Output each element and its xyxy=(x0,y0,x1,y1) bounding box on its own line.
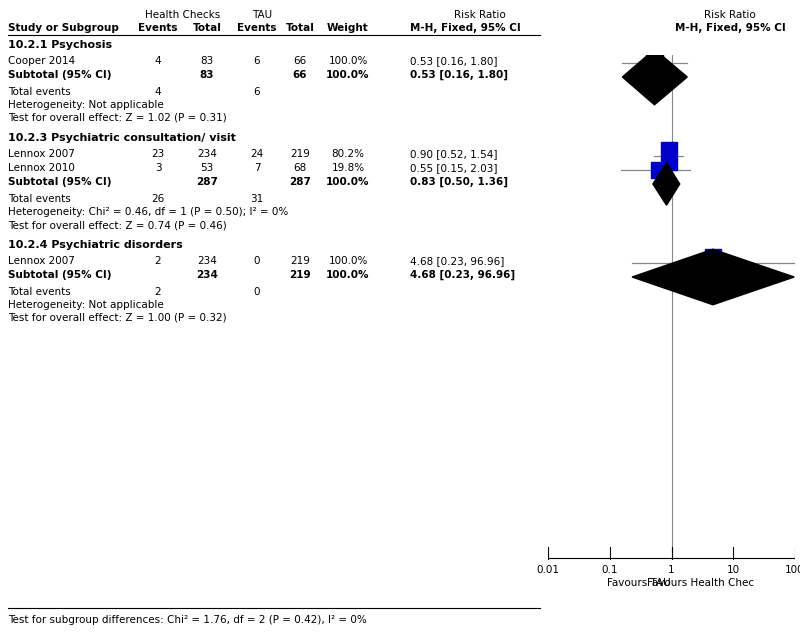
Text: 2: 2 xyxy=(154,256,162,266)
Text: 10.2.3 Psychiatric consultation/ visit: 10.2.3 Psychiatric consultation/ visit xyxy=(8,133,236,143)
Text: Favours TAU: Favours TAU xyxy=(607,578,671,588)
Text: 24: 24 xyxy=(250,149,264,159)
Text: 4.68 [0.23, 96.96]: 4.68 [0.23, 96.96] xyxy=(410,256,504,266)
Text: 0.01: 0.01 xyxy=(537,565,559,575)
Text: Cooper 2014: Cooper 2014 xyxy=(8,56,75,66)
Text: 0.53 [0.16, 1.80]: 0.53 [0.16, 1.80] xyxy=(410,70,508,81)
Polygon shape xyxy=(653,163,680,205)
Text: M-H, Fixed, 95% CI: M-H, Fixed, 95% CI xyxy=(410,23,521,33)
Text: 7: 7 xyxy=(254,163,260,173)
Text: 100.0%: 100.0% xyxy=(328,256,368,266)
Polygon shape xyxy=(632,249,794,305)
Text: Lennox 2007: Lennox 2007 xyxy=(8,256,75,266)
Text: 219: 219 xyxy=(290,149,310,159)
Text: Subtotal (95% CI): Subtotal (95% CI) xyxy=(8,270,111,280)
Text: 4.68 [0.23, 96.96]: 4.68 [0.23, 96.96] xyxy=(410,270,515,281)
Text: 83: 83 xyxy=(200,70,214,80)
Text: 66: 66 xyxy=(294,56,306,66)
Text: Test for overall effect: Z = 0.74 (P = 0.46): Test for overall effect: Z = 0.74 (P = 0… xyxy=(8,220,226,230)
Text: Heterogeneity: Chi² = 0.46, df = 1 (P = 0.50); I² = 0%: Heterogeneity: Chi² = 0.46, df = 1 (P = … xyxy=(8,207,288,217)
Text: 10.2.4 Psychiatric disorders: 10.2.4 Psychiatric disorders xyxy=(8,240,182,250)
Polygon shape xyxy=(705,249,721,277)
Text: 2: 2 xyxy=(154,287,162,297)
Text: TAU: TAU xyxy=(252,10,272,20)
Text: 19.8%: 19.8% xyxy=(331,163,365,173)
Text: 6: 6 xyxy=(254,87,260,97)
Text: Subtotal (95% CI): Subtotal (95% CI) xyxy=(8,177,111,187)
Text: 23: 23 xyxy=(151,149,165,159)
Text: Total: Total xyxy=(193,23,222,33)
Text: 0.55 [0.15, 2.03]: 0.55 [0.15, 2.03] xyxy=(410,163,498,173)
Text: Study or Subgroup: Study or Subgroup xyxy=(8,23,119,33)
Text: 100: 100 xyxy=(785,565,800,575)
Text: 0: 0 xyxy=(254,256,260,266)
Text: 1: 1 xyxy=(668,565,675,575)
Text: 100.0%: 100.0% xyxy=(328,56,368,66)
Text: 68: 68 xyxy=(294,163,306,173)
Text: Events: Events xyxy=(238,23,277,33)
Text: Heterogeneity: Not applicable: Heterogeneity: Not applicable xyxy=(8,100,164,110)
Text: Health Checks: Health Checks xyxy=(146,10,221,20)
Text: Favours Health Chec: Favours Health Chec xyxy=(647,578,754,588)
Text: 234: 234 xyxy=(196,270,218,280)
Text: 0: 0 xyxy=(254,287,260,297)
Text: Subtotal (95% CI): Subtotal (95% CI) xyxy=(8,70,111,80)
Text: 10.2.1 Psychosis: 10.2.1 Psychosis xyxy=(8,40,112,50)
Polygon shape xyxy=(622,49,687,105)
Text: 10: 10 xyxy=(726,565,740,575)
Text: Lennox 2010: Lennox 2010 xyxy=(8,163,75,173)
Text: 80.2%: 80.2% xyxy=(331,149,365,159)
Text: Total events: Total events xyxy=(8,87,70,97)
Text: 53: 53 xyxy=(200,163,214,173)
Text: 0.1: 0.1 xyxy=(602,565,618,575)
Polygon shape xyxy=(651,162,660,178)
Text: Lennox 2007: Lennox 2007 xyxy=(8,149,75,159)
Text: Total events: Total events xyxy=(8,194,70,204)
Text: Weight: Weight xyxy=(327,23,369,33)
Text: 4: 4 xyxy=(154,87,162,97)
Polygon shape xyxy=(646,49,662,77)
Text: 0.83 [0.50, 1.36]: 0.83 [0.50, 1.36] xyxy=(410,177,508,187)
Text: 83: 83 xyxy=(200,56,214,66)
Text: 287: 287 xyxy=(196,177,218,187)
Text: 26: 26 xyxy=(151,194,165,204)
Text: 4: 4 xyxy=(154,56,162,66)
Text: 234: 234 xyxy=(197,256,217,266)
Polygon shape xyxy=(661,142,677,170)
Text: 3: 3 xyxy=(154,163,162,173)
Text: 0.53 [0.16, 1.80]: 0.53 [0.16, 1.80] xyxy=(410,56,498,66)
Text: Risk Ratio: Risk Ratio xyxy=(454,10,506,20)
Text: Test for subgroup differences: Chi² = 1.76, df = 2 (P = 0.42), I² = 0%: Test for subgroup differences: Chi² = 1.… xyxy=(8,615,366,625)
Text: 6: 6 xyxy=(254,56,260,66)
Text: 100.0%: 100.0% xyxy=(326,70,370,80)
Text: 100.0%: 100.0% xyxy=(326,270,370,280)
Text: M-H, Fixed, 95% CI: M-H, Fixed, 95% CI xyxy=(674,23,786,33)
Text: Test for overall effect: Z = 1.02 (P = 0.31): Test for overall effect: Z = 1.02 (P = 0… xyxy=(8,113,226,123)
Text: Risk Ratio: Risk Ratio xyxy=(704,10,756,20)
Text: 66: 66 xyxy=(293,70,307,80)
Text: 100.0%: 100.0% xyxy=(326,177,370,187)
Text: Total events: Total events xyxy=(8,287,70,297)
Text: 287: 287 xyxy=(289,177,311,187)
Text: 234: 234 xyxy=(197,149,217,159)
Text: Events: Events xyxy=(138,23,178,33)
Text: 219: 219 xyxy=(290,256,310,266)
Text: 219: 219 xyxy=(289,270,311,280)
Text: 31: 31 xyxy=(250,194,264,204)
Text: Heterogeneity: Not applicable: Heterogeneity: Not applicable xyxy=(8,300,164,310)
Text: Total: Total xyxy=(286,23,314,33)
Text: Test for overall effect: Z = 1.00 (P = 0.32): Test for overall effect: Z = 1.00 (P = 0… xyxy=(8,313,226,323)
Text: 0.90 [0.52, 1.54]: 0.90 [0.52, 1.54] xyxy=(410,149,498,159)
